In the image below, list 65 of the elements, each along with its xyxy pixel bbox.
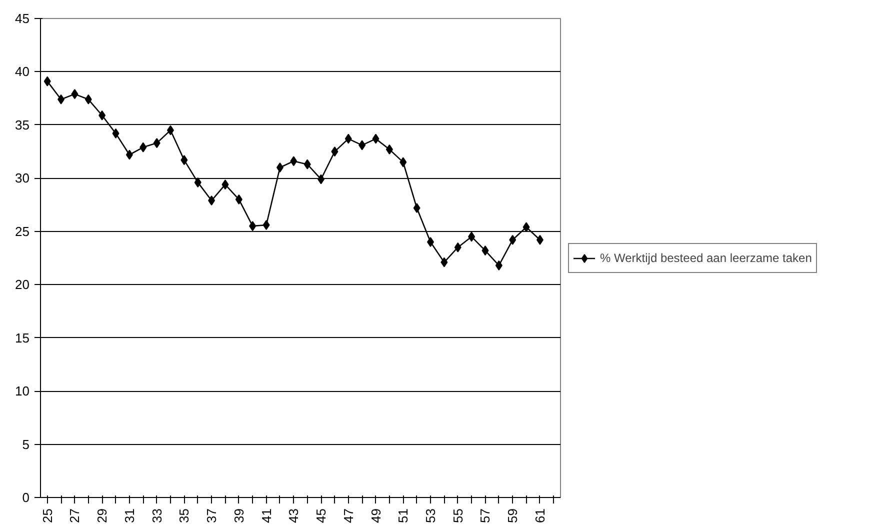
point — [276, 162, 284, 173]
point — [468, 232, 476, 242]
y-tick-label: 0 — [22, 490, 30, 505]
point — [482, 246, 489, 256]
point — [222, 180, 229, 190]
x-tick-label: 51 — [396, 508, 411, 523]
legend-label: % Werktijd besteed aan leerzame taken — [600, 250, 812, 264]
point — [58, 94, 65, 104]
point — [290, 156, 298, 166]
point — [386, 144, 393, 154]
point — [304, 159, 311, 170]
y-tick-label: 25 — [15, 224, 30, 239]
point — [249, 221, 256, 232]
point — [153, 138, 160, 148]
x-tick-label: 29 — [94, 508, 110, 523]
y-tick-label: 35 — [15, 117, 30, 132]
point — [98, 110, 106, 120]
x-tick-label: 59 — [505, 508, 520, 523]
point — [235, 194, 242, 204]
point — [71, 89, 78, 100]
y-tick-label: 30 — [15, 170, 30, 186]
point — [440, 257, 448, 268]
point — [262, 220, 270, 230]
x-tick-label: 49 — [368, 508, 384, 523]
point — [413, 202, 420, 213]
point — [536, 234, 544, 245]
point — [112, 128, 120, 138]
x-tick-label: 43 — [286, 508, 302, 523]
x-tick-label: 39 — [231, 508, 246, 523]
x-tick-label: 27 — [67, 508, 82, 523]
x-tick-label: 61 — [532, 508, 548, 523]
point — [318, 174, 325, 184]
point — [331, 146, 338, 157]
y-tick-label: 45 — [15, 11, 30, 26]
y-tick-label: 15 — [15, 330, 30, 346]
x-tick-label: 33 — [149, 508, 164, 523]
y-tick-label: 40 — [15, 64, 30, 80]
x-tick-label: 55 — [450, 508, 466, 523]
point — [509, 234, 516, 245]
point — [400, 157, 407, 168]
x-tick-label: 53 — [423, 508, 438, 523]
x-tick-label: 45 — [314, 508, 329, 523]
y-tick-label: 10 — [15, 384, 30, 399]
x-tick-label: 31 — [122, 508, 137, 523]
point — [126, 150, 133, 160]
x-tick-label: 47 — [340, 508, 356, 523]
point — [194, 177, 202, 188]
y-tick-label: 5 — [22, 436, 30, 452]
point — [372, 134, 380, 144]
point — [140, 142, 147, 152]
point — [84, 94, 92, 104]
point — [208, 196, 216, 206]
x-tick-label: 25 — [40, 508, 55, 523]
point — [344, 134, 352, 144]
point — [454, 242, 462, 252]
x-tick-label: 41 — [258, 508, 274, 523]
point — [522, 222, 530, 232]
x-tick-label: 57 — [478, 508, 493, 523]
point — [358, 140, 366, 150]
x-tick-label: 35 — [176, 508, 192, 523]
y-tick-label: 20 — [15, 277, 30, 292]
x-tick-label: 37 — [204, 508, 220, 523]
point — [44, 76, 51, 86]
point — [180, 155, 188, 166]
point — [495, 260, 502, 270]
